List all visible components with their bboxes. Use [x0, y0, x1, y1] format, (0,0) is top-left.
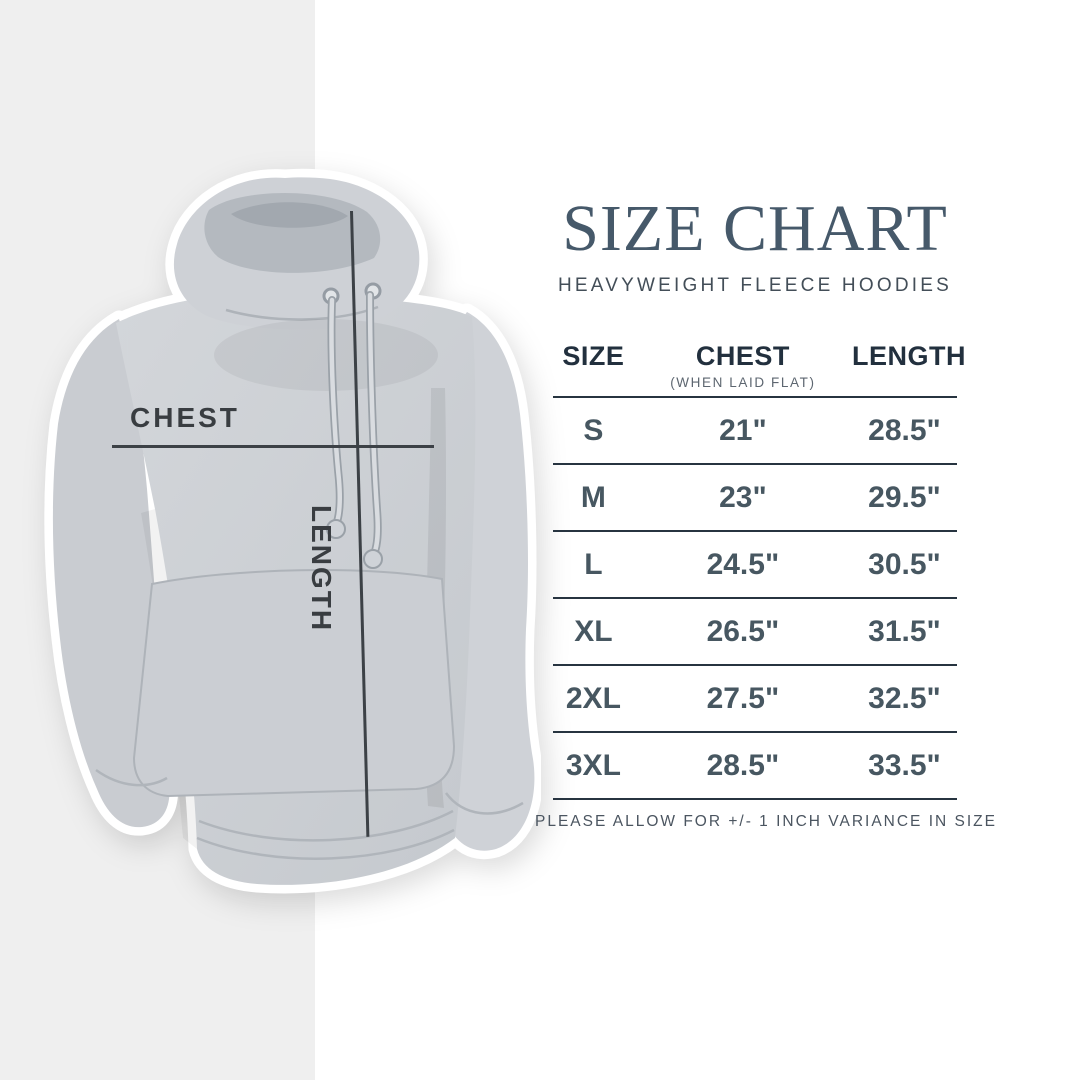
size-table: SIZE CHEST (WHEN LAID FLAT) LENGTH S 21"… — [553, 341, 966, 800]
hood-interior-shadow — [231, 202, 348, 228]
chest-cell: 27.5" — [706, 681, 780, 715]
col-header-chest: CHEST (WHEN LAID FLAT) — [634, 341, 852, 390]
col-header-chest-label: CHEST — [695, 341, 790, 371]
size-cell: L — [584, 547, 603, 581]
drawstrings — [326, 291, 383, 569]
size-cell: XL — [574, 614, 613, 648]
table-row: XL 26.5" 31.5" — [553, 599, 957, 666]
length-measure-label: LENGTH — [306, 505, 337, 633]
length-cell: 29.5" — [868, 480, 941, 514]
right-cuff-seam — [444, 792, 524, 815]
col-header-size: SIZE — [562, 341, 625, 371]
size-cell: S — [583, 413, 604, 447]
size-cell: M — [580, 480, 606, 514]
chest-cell: 24.5" — [706, 547, 780, 581]
chest-cell: 26.5" — [706, 614, 780, 648]
size-cell: 2XL — [565, 681, 621, 715]
chest-shadow — [214, 319, 438, 391]
left-cuff-seam — [95, 768, 168, 787]
length-cell: 31.5" — [868, 614, 941, 648]
length-cell: 33.5" — [868, 748, 941, 782]
chest-cell: 21" — [719, 413, 767, 447]
chest-cell: 23" — [719, 480, 767, 514]
length-cell: 32.5" — [868, 681, 941, 715]
table-row: S 21" 28.5" — [553, 398, 957, 465]
chest-measure-line — [112, 445, 434, 448]
hem-seam-2 — [196, 828, 455, 860]
hoodie-illustration — [26, 148, 541, 918]
length-cell: 28.5" — [868, 413, 941, 447]
chest-measure-label: CHEST — [130, 402, 240, 433]
page-subtitle: HEAVYWEIGHT FLEECE HOODIES — [558, 275, 952, 296]
variance-note: PLEASE ALLOW FOR +/- 1 INCH VARIANCE IN … — [535, 813, 997, 830]
col-header-chest-note: (WHEN LAID FLAT) — [670, 375, 816, 390]
table-row: M 23" 29.5" — [553, 465, 957, 532]
page-title: SIZE CHART — [562, 192, 948, 265]
kangaroo-pocket — [132, 569, 456, 798]
size-chart-panel: SIZE CHART HEAVYWEIGHT FLEECE HOODIES SI… — [535, 192, 997, 831]
table-row: 2XL 27.5" 32.5" — [553, 666, 957, 733]
table-header-row: SIZE CHEST (WHEN LAID FLAT) LENGTH — [553, 341, 966, 398]
table-row: L 24.5" 30.5" — [553, 532, 957, 599]
chest-cell: 28.5" — [706, 748, 780, 782]
length-cell: 30.5" — [868, 547, 941, 581]
table-row: 3XL 28.5" 33.5" — [553, 733, 957, 800]
collar-seam — [225, 305, 379, 321]
size-cell: 3XL — [565, 748, 621, 782]
col-header-length: LENGTH — [851, 341, 966, 371]
hem-seam — [198, 809, 454, 842]
